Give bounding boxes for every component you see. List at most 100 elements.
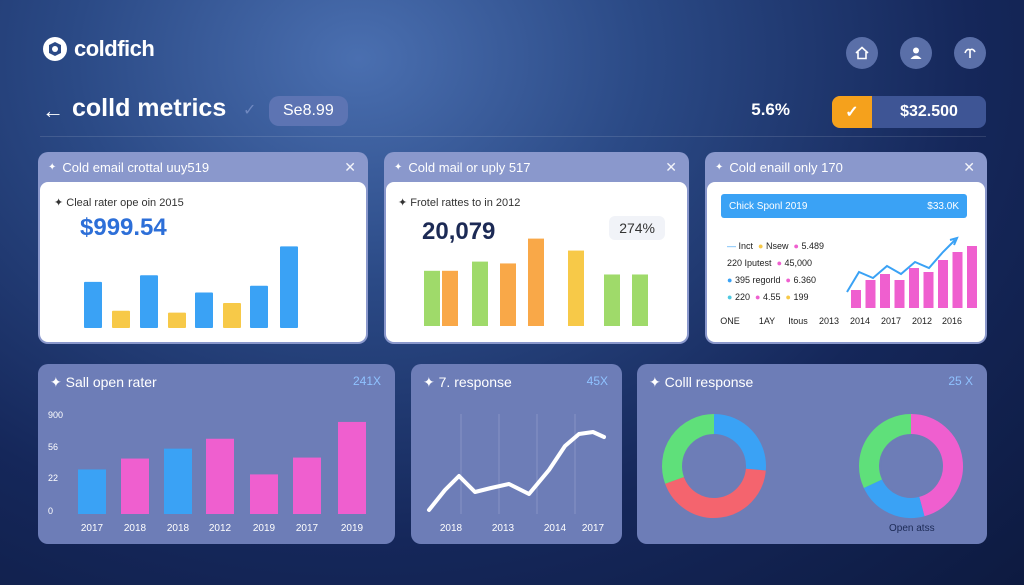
line-chart: 2018 2013 2014 2017 bbox=[427, 414, 606, 534]
sparkle-icon: ✦ bbox=[50, 374, 62, 390]
legend-list: — Inct ● Nsew ● 5.489 220 Iputest ● 45,0… bbox=[727, 238, 824, 306]
sparkle-icon: ✦ bbox=[649, 374, 661, 390]
tick-label: 2012 bbox=[912, 316, 932, 326]
card-value: 20,079 bbox=[422, 218, 496, 245]
user-icon[interactable] bbox=[900, 37, 932, 69]
bar bbox=[938, 260, 948, 308]
bar bbox=[280, 246, 298, 328]
bar bbox=[865, 280, 876, 308]
highlight-label: Chick Sponl 2019 bbox=[729, 200, 808, 212]
card-title: Cold email crottal uuy519 bbox=[62, 159, 210, 175]
card-colll-response: ✦ Colll response 25 X Open atss bbox=[637, 364, 987, 544]
sparkle-icon: ✦ bbox=[54, 197, 64, 209]
bar bbox=[442, 270, 458, 326]
bar bbox=[112, 310, 130, 328]
donut-segment bbox=[662, 414, 715, 484]
y-tick-label: 56 bbox=[48, 442, 58, 452]
bar bbox=[424, 270, 440, 326]
bar bbox=[168, 312, 186, 328]
sparkle-icon: ✦ bbox=[394, 161, 403, 173]
donut-charts bbox=[662, 414, 963, 518]
card-right-value: 25 X bbox=[948, 374, 973, 388]
tick-label: 2017 bbox=[881, 316, 901, 326]
y-tick-label: 900 bbox=[48, 410, 63, 420]
check-icon: ✓ bbox=[832, 96, 872, 128]
tick-label: 2017 bbox=[81, 523, 104, 534]
percent-value: 5.6% bbox=[751, 100, 790, 119]
trend-line bbox=[846, 239, 956, 293]
card-open-rate: ✦ Sall open rater 241X 2017 2018 2018 2012 2… bbox=[38, 364, 395, 544]
card-value: $999.54 bbox=[80, 214, 167, 241]
bar bbox=[604, 274, 620, 326]
bar bbox=[338, 421, 366, 514]
sparkle-icon: ✦ bbox=[423, 374, 435, 390]
amount-value: $32.500 bbox=[900, 103, 958, 120]
pink-bar-chart: ONE 1AY Itous 2013 2014 2017 2012 2016 bbox=[720, 236, 977, 326]
brand-logo-icon bbox=[43, 37, 67, 61]
bar bbox=[206, 438, 234, 514]
y-tick-label: 22 bbox=[48, 473, 58, 483]
legend-row: 220 Iputest ● 45,000 bbox=[727, 258, 813, 268]
card-email-only: ✦ Cold enaill only 170 ✕ Chick Sponl 201… bbox=[705, 152, 987, 344]
card-title: Cold enaill only 170 bbox=[729, 159, 843, 175]
check-small-icon: ✓ bbox=[243, 102, 257, 119]
close-icon[interactable]: ✕ bbox=[665, 158, 677, 175]
curve-icon[interactable] bbox=[954, 37, 986, 69]
amount-box[interactable]: ✓ $32.500 bbox=[832, 96, 986, 128]
tick-label: ONE bbox=[720, 316, 740, 326]
bar bbox=[195, 292, 213, 328]
card-response: ✦ 7. response 45X 2018 2013 2014 2017 bbox=[411, 364, 622, 544]
donut-segment bbox=[859, 414, 912, 488]
card-right-value: 241X bbox=[352, 374, 381, 388]
legend-row: ● 395 regorld ● 6.360 bbox=[727, 275, 816, 285]
bar bbox=[880, 274, 890, 308]
highlight-value: $33.0K bbox=[927, 200, 959, 212]
tick-label: 2017 bbox=[296, 523, 319, 534]
tick-label: 2018 bbox=[124, 523, 147, 534]
tick-label: 2013 bbox=[492, 523, 515, 534]
card-subtitle: Frotel rattes to in 2012 bbox=[410, 197, 521, 209]
bar bbox=[84, 281, 102, 328]
card-title: Sall open rater bbox=[65, 374, 157, 390]
top-icons bbox=[846, 37, 986, 69]
bar bbox=[632, 274, 648, 326]
bar bbox=[250, 285, 268, 328]
highlight-bar[interactable]: Chick Sponl 2019 $33.0K bbox=[721, 194, 967, 218]
value-pill[interactable]: Se8.99 bbox=[269, 96, 348, 126]
bar bbox=[909, 268, 919, 308]
bar bbox=[293, 457, 321, 514]
percent-badge: 274% bbox=[609, 216, 665, 240]
tick-label: Itous bbox=[788, 316, 808, 326]
card-title: Colll response bbox=[664, 374, 754, 390]
tick-label: 2018 bbox=[167, 523, 190, 534]
card-subtitle: Cleal rater ope oin 2015 bbox=[66, 197, 184, 209]
bar bbox=[851, 290, 861, 308]
bar bbox=[568, 250, 584, 326]
back-arrow-icon[interactable]: ← bbox=[42, 98, 64, 123]
donut-hole bbox=[684, 436, 744, 496]
bar bbox=[967, 246, 977, 308]
donut-hole bbox=[881, 436, 941, 496]
card-title: 7. response bbox=[438, 374, 512, 390]
brand[interactable]: coldfich bbox=[42, 36, 155, 62]
card-mail-reply: ✦ Cold mail or uply 517 ✕ ✦ Frotel ratte… bbox=[384, 152, 689, 344]
bar bbox=[223, 303, 241, 328]
tick-label: 1AY bbox=[759, 316, 775, 326]
bar bbox=[952, 252, 963, 308]
series-line bbox=[427, 430, 606, 512]
tick-label: 2017 bbox=[582, 523, 605, 534]
bar bbox=[250, 474, 278, 514]
bar bbox=[140, 275, 158, 328]
bar bbox=[500, 263, 516, 326]
card-right-value: 45X bbox=[586, 374, 608, 388]
sparkle-icon: ✦ bbox=[48, 161, 57, 173]
home-icon[interactable] bbox=[846, 37, 878, 69]
card-email-rate: ✦ Cold email crottal uuy519 ✕ ✦ Cleal ra… bbox=[38, 152, 368, 344]
bar-chart: 2017 2018 2018 2012 2019 2017 2019 900 56 22 0 bbox=[48, 410, 366, 534]
close-icon[interactable]: ✕ bbox=[963, 158, 975, 175]
close-icon[interactable]: ✕ bbox=[344, 158, 356, 175]
bar bbox=[164, 448, 192, 514]
brand-name: coldfich bbox=[74, 36, 155, 61]
donut-segment bbox=[863, 479, 925, 518]
donut-segment bbox=[910, 414, 963, 517]
